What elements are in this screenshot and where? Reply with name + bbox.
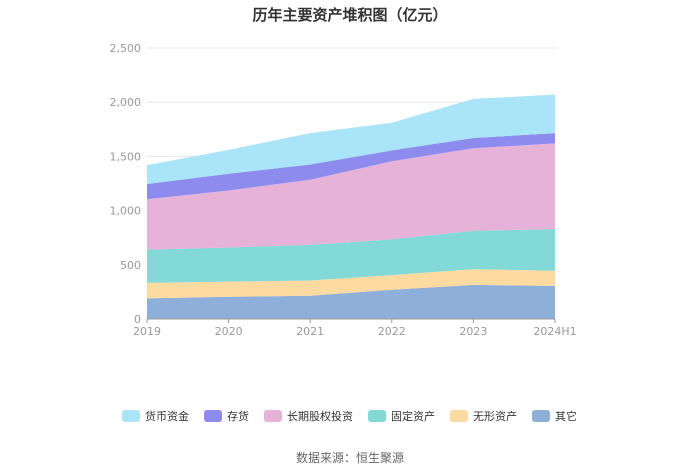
legend-swatch bbox=[122, 410, 140, 422]
x-tick-label: 2022 bbox=[378, 325, 406, 338]
data-source: 数据来源：恒生聚源 bbox=[296, 450, 404, 465]
legend-item[interactable]: 无形资产 bbox=[450, 409, 517, 423]
y-tick-label: 1,500 bbox=[110, 150, 142, 163]
legend-item[interactable]: 长期股权投资 bbox=[264, 409, 353, 423]
legend: 货币资金 存货 长期股权投资 固定资产 无形资产 其它 bbox=[122, 409, 577, 423]
area-series bbox=[147, 229, 555, 283]
x-tick-label: 2019 bbox=[133, 325, 161, 338]
area-series bbox=[147, 94, 555, 184]
legend-swatch bbox=[368, 410, 386, 422]
x-tick-label: 2021 bbox=[296, 325, 324, 338]
legend-label: 货币资金 bbox=[145, 409, 189, 423]
x-tick-label: 2020 bbox=[215, 325, 243, 338]
legend-swatch bbox=[532, 410, 550, 422]
legend-swatch bbox=[450, 410, 468, 422]
legend-label: 存货 bbox=[227, 409, 249, 423]
legend-label: 其它 bbox=[555, 409, 577, 423]
y-tick-label: 2,500 bbox=[110, 42, 142, 55]
legend-label: 固定资产 bbox=[391, 409, 435, 423]
chart-title: 历年主要资产堆积图（亿元） bbox=[252, 6, 447, 24]
series-areas bbox=[147, 94, 555, 319]
x-tick-label: 2024H1 bbox=[533, 325, 576, 338]
axes: 2019 2020 2021 2022 2023 2024H1 bbox=[133, 318, 577, 338]
y-tick-label: 1,000 bbox=[110, 205, 142, 218]
area-series bbox=[147, 143, 555, 250]
x-tick-label: 2023 bbox=[459, 325, 487, 338]
legend-swatch bbox=[204, 410, 222, 422]
area-series bbox=[147, 284, 555, 319]
y-tick-label: 500 bbox=[120, 259, 141, 272]
area-series bbox=[147, 133, 555, 200]
legend-item[interactable]: 固定资产 bbox=[368, 409, 435, 423]
area-series bbox=[147, 269, 555, 299]
grid: 0 500 1,000 1,500 2,000 2,500 bbox=[110, 42, 555, 326]
legend-label: 长期股权投资 bbox=[287, 409, 353, 423]
y-tick-label: 0 bbox=[134, 313, 141, 326]
legend-item[interactable]: 货币资金 bbox=[122, 409, 189, 423]
legend-item[interactable]: 其它 bbox=[532, 409, 577, 423]
legend-swatch bbox=[264, 410, 282, 422]
legend-item[interactable]: 存货 bbox=[204, 409, 249, 423]
legend-label: 无形资产 bbox=[473, 409, 517, 423]
y-tick-label: 2,000 bbox=[110, 96, 142, 109]
